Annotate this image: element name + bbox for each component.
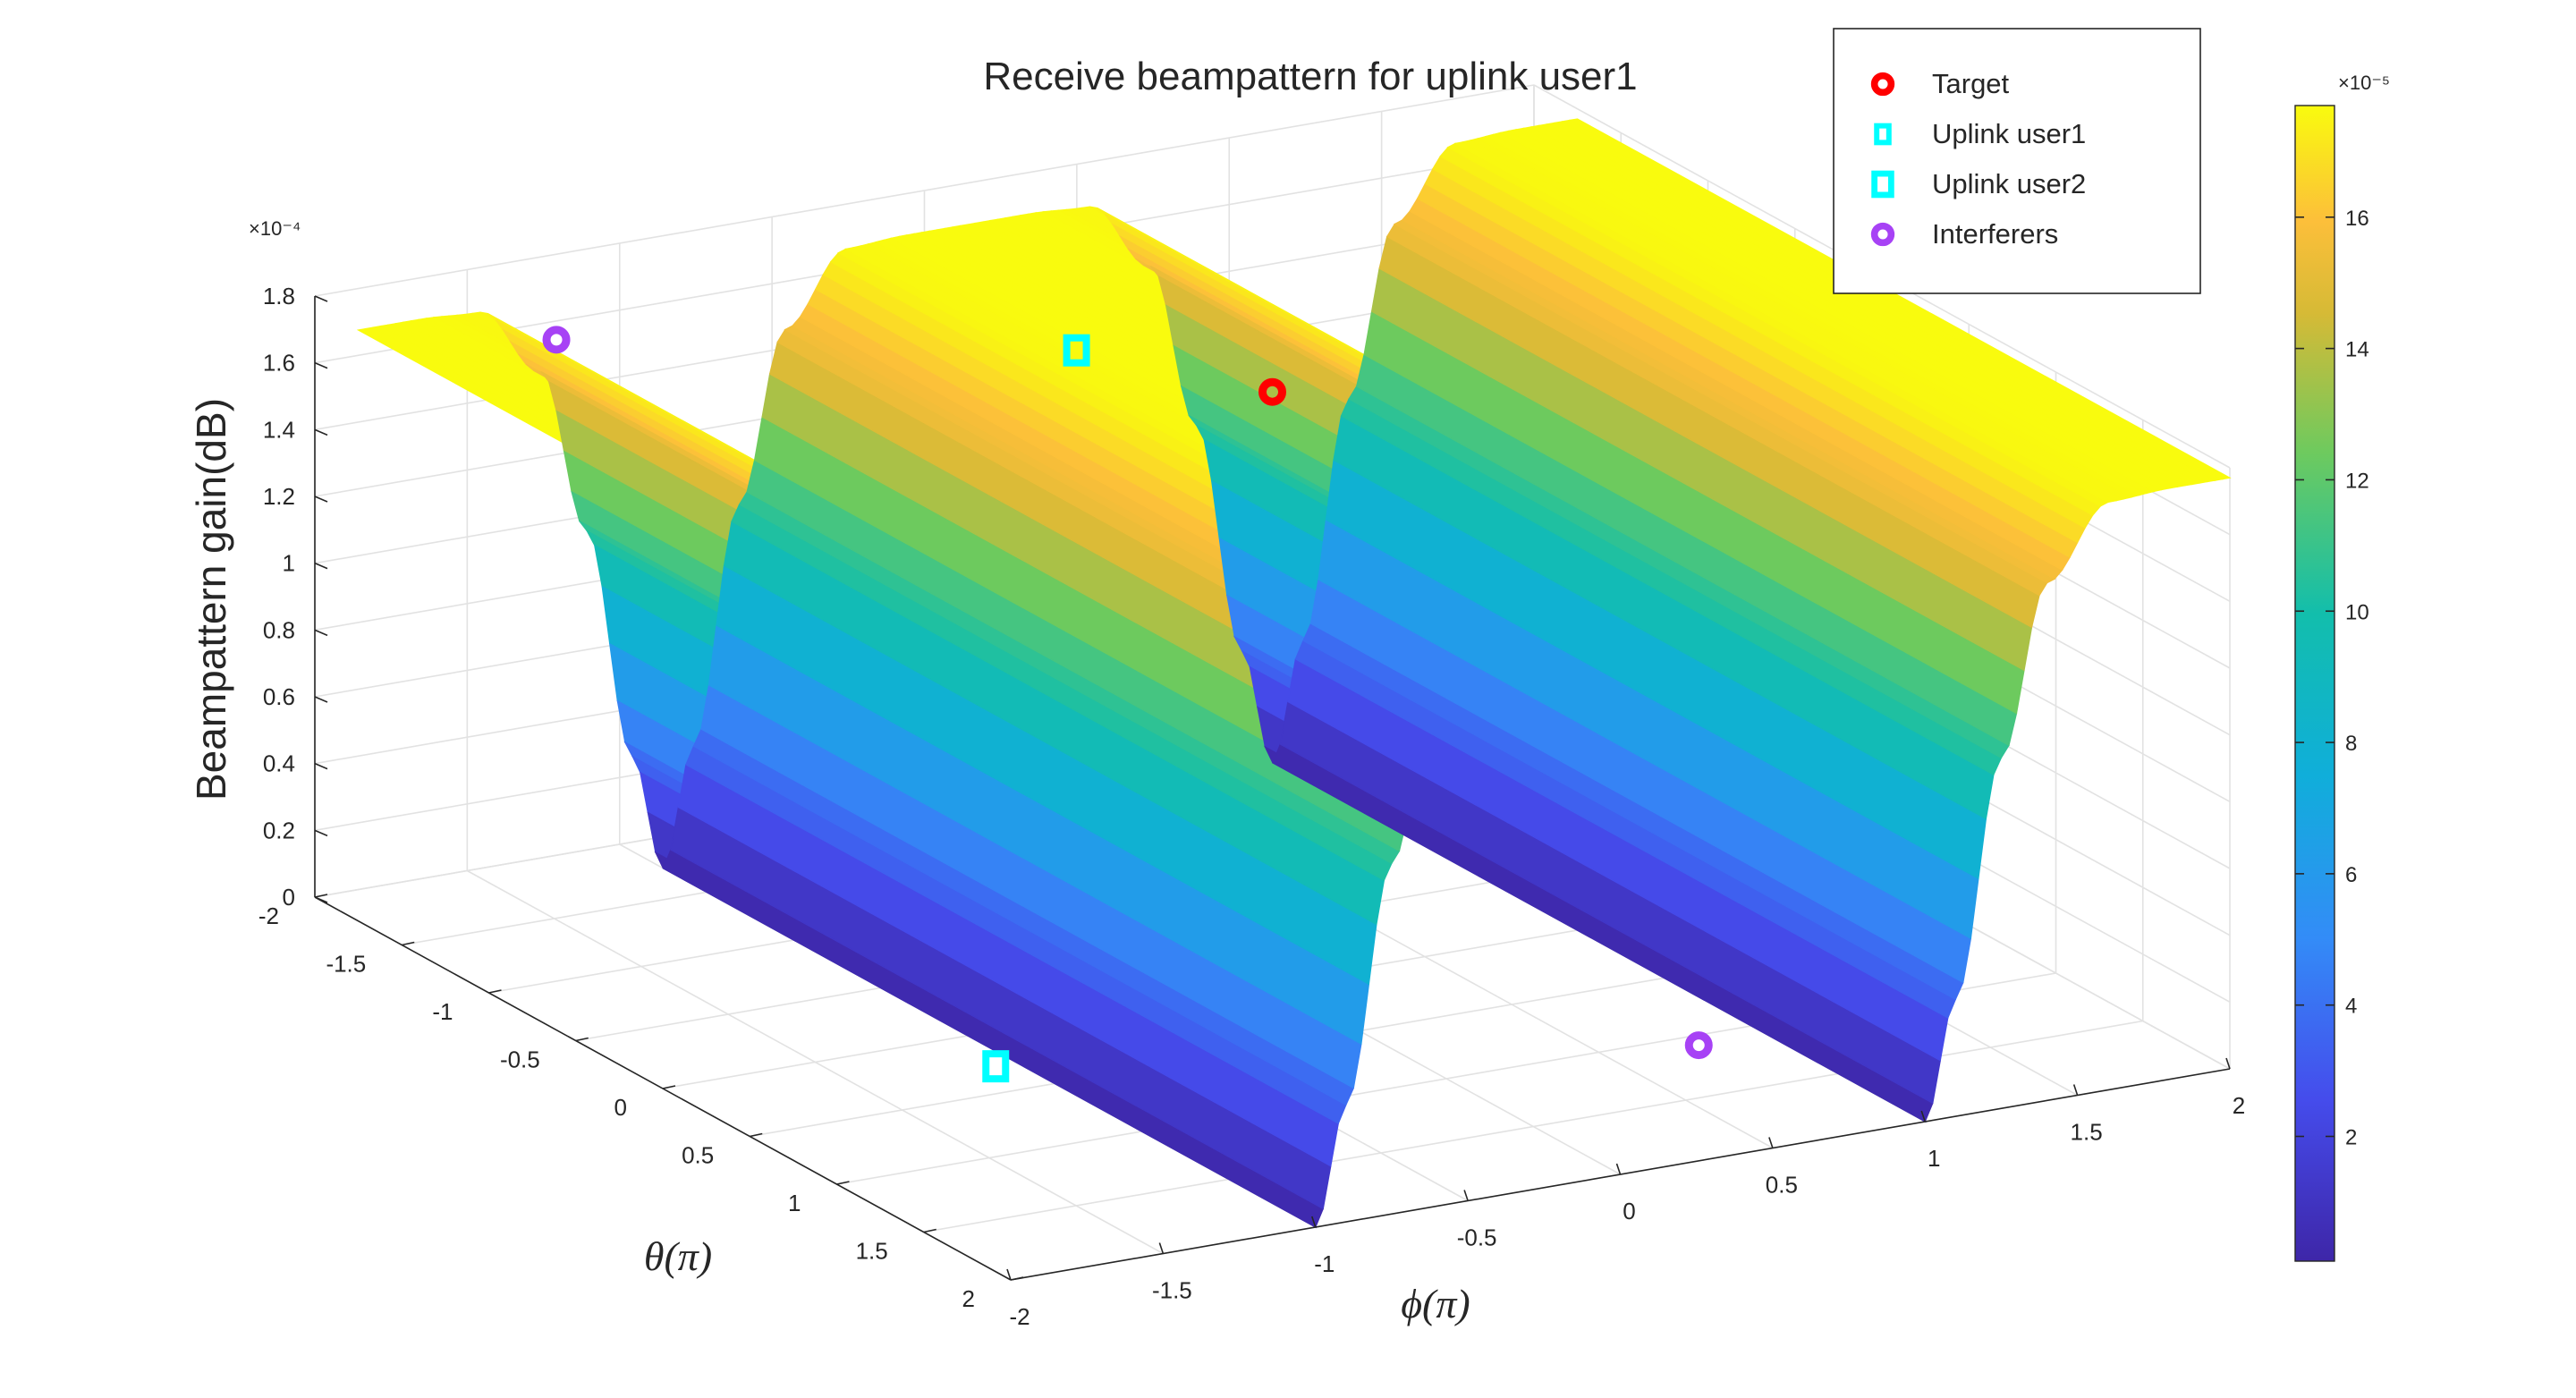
- z-tick-label: 0.6: [263, 683, 295, 710]
- y-tick-label: -2: [1009, 1303, 1030, 1330]
- x-tick: [575, 1037, 589, 1042]
- z-tick: [314, 361, 328, 369]
- legend-box: [1833, 28, 2201, 294]
- colorbar-tick-label: 6: [2345, 863, 2357, 887]
- y-tick-label: 2: [2233, 1092, 2245, 1119]
- colorbar-tick-label: 12: [2345, 469, 2369, 493]
- legend-label: Target: [1932, 68, 2010, 99]
- x-tick: [662, 1085, 676, 1089]
- y-tick: [1615, 1163, 1622, 1175]
- marker-interferers: [1684, 1031, 1713, 1060]
- legend-marker: [1874, 123, 1892, 146]
- x-tick: [836, 1181, 850, 1185]
- z-tick: [314, 295, 328, 302]
- y-tick: [1158, 1242, 1165, 1254]
- y-tick-label: -1: [1314, 1250, 1335, 1277]
- colorbar-tick-label: 10: [2345, 600, 2369, 624]
- x-tick-label: -1.5: [326, 951, 366, 978]
- z-tick: [314, 562, 328, 570]
- y-tick: [1920, 1110, 1927, 1123]
- chart-title: Receive beampattern for uplink user1: [983, 55, 1637, 98]
- z-tick: [314, 762, 328, 770]
- z-tick-label: 1.6: [263, 350, 295, 377]
- y-tick: [2225, 1057, 2231, 1070]
- x-tick: [750, 1132, 763, 1138]
- x-tick-label: -0.5: [500, 1046, 540, 1073]
- z-tick: [314, 496, 328, 503]
- x-tick-label: -1: [432, 998, 453, 1025]
- marker-interferers: [542, 326, 571, 354]
- x-tick-label: 0.5: [682, 1142, 714, 1169]
- colorbar: ×10⁻⁵ 2 4 6 8 10 12 14 16: [2294, 72, 2390, 1262]
- x-tick: [402, 941, 415, 946]
- data-markers: [542, 326, 1713, 1083]
- x-tick-label: 1.5: [856, 1238, 888, 1265]
- surface-plot: [356, 118, 2232, 1229]
- colorbar-tick-label: 2: [2345, 1126, 2357, 1150]
- x-tick: [923, 1228, 936, 1233]
- y-tick-label: -1.5: [1152, 1277, 1192, 1304]
- y-tick: [1463, 1190, 1469, 1201]
- y-tick: [1768, 1137, 1774, 1148]
- y-axis-label: ϕ(π): [1401, 1281, 1470, 1326]
- colorbar-tick-label: 4: [2345, 995, 2357, 1019]
- x-tick-label: 0: [614, 1094, 627, 1121]
- z-tick-label: 0.4: [263, 750, 295, 777]
- y-tick-label: 0.5: [1766, 1172, 1798, 1199]
- z-tick-label: 0.8: [263, 616, 295, 643]
- surface-strip: [1568, 118, 2232, 480]
- y-tick-label: 1.5: [2071, 1119, 2103, 1146]
- z-axis-label: Beampattern gain(dB): [188, 398, 234, 801]
- y-tick-label: -0.5: [1457, 1224, 1497, 1251]
- x-tick-label: 2: [962, 1285, 975, 1312]
- grid-line: [466, 869, 1164, 1255]
- y-tick-label: 0: [1623, 1198, 1635, 1224]
- x-tick-label: 1: [788, 1190, 801, 1216]
- colorbar-gradient: [2294, 105, 2335, 1262]
- z-tick-label: 1: [283, 550, 295, 577]
- colorbar-exponent: ×10⁻⁵: [2338, 72, 2390, 94]
- colorbar-tick-label: 8: [2345, 732, 2357, 756]
- x-tick-label: -2: [258, 902, 279, 929]
- legend-label: Interferers: [1932, 218, 2058, 250]
- z-tick-label: 0.2: [263, 817, 295, 843]
- colorbar-tick-label: 14: [2345, 338, 2369, 362]
- marker-uplink-user1: [1063, 334, 1090, 367]
- grid-line: [314, 84, 1535, 297]
- y-tick: [1310, 1216, 1317, 1228]
- legend-marker: [1870, 72, 1895, 97]
- y-tick: [1006, 1268, 1012, 1281]
- z-tick: [314, 696, 328, 703]
- z-axis-exponent: ×10⁻⁴: [249, 217, 301, 240]
- marker-uplink-user2: [982, 1050, 1010, 1083]
- z-tick: [314, 629, 328, 637]
- marker-target: [1258, 377, 1286, 406]
- x-tick: [488, 989, 502, 994]
- axes: 0 0.2 0.4 0.6 0.8 1 1.2 1.4 1.6 1.8 -2 -1.5 -1 -0.5 0 0…: [258, 283, 2245, 1330]
- legend-marker: [1871, 170, 1894, 199]
- y-tick-label: 1: [1928, 1145, 1940, 1172]
- z-tick-label: 1.8: [263, 283, 295, 309]
- z-tick: [314, 428, 328, 436]
- z-tick-label: 0: [283, 884, 295, 911]
- z-tick-label: 1.4: [263, 416, 295, 443]
- legend-label: Uplink user1: [1932, 118, 2086, 149]
- legend-marker: [1870, 222, 1895, 247]
- x-axis-label: θ(π): [644, 1233, 712, 1279]
- z-tick-label: 1.2: [263, 483, 295, 510]
- x-tick: [314, 894, 328, 898]
- z-tick: [314, 829, 328, 837]
- y-tick: [2072, 1084, 2079, 1096]
- legend-label: Uplink user2: [1932, 168, 2086, 199]
- colorbar-tick-label: 16: [2345, 207, 2369, 231]
- legend: Target Uplink user1 Uplink user2 Interferer…: [1833, 28, 2201, 294]
